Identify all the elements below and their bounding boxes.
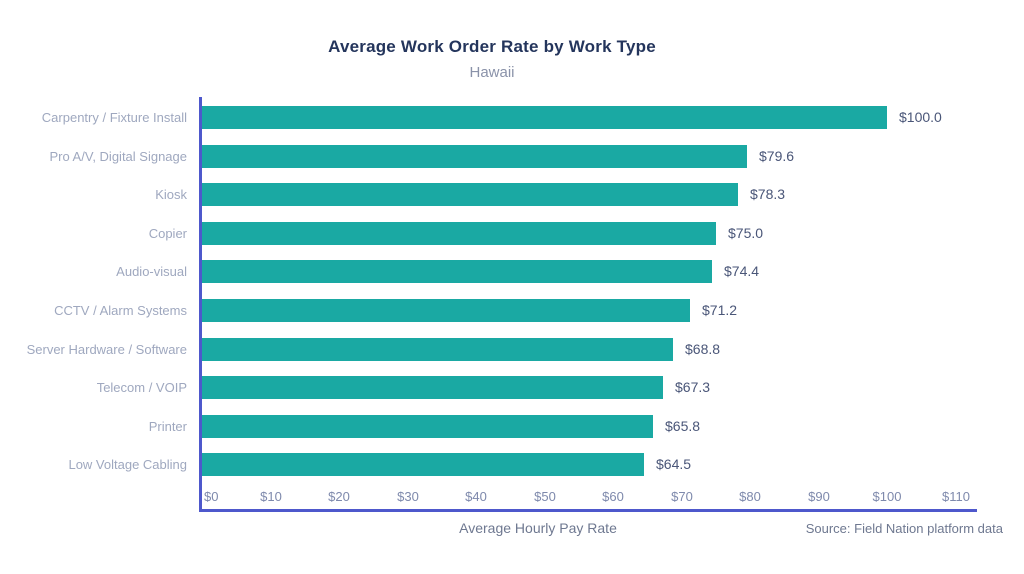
value-label: $64.5 xyxy=(656,456,692,472)
x-tick-label: $80 xyxy=(739,489,761,504)
x-tick-label: $110 xyxy=(942,489,970,504)
chart-header: Average Work Order Rate by Work Type Haw… xyxy=(0,37,984,81)
value-label: $68.8 xyxy=(685,341,721,357)
value-label: $79.6 xyxy=(759,148,795,164)
value-label: $100.0 xyxy=(899,109,942,125)
category-label: Low Voltage Cabling xyxy=(68,457,187,472)
plot-box: $100.0 $79.6 $78.3 $75.0 $74.4 $71.2 $68.8 $67.… xyxy=(199,97,977,512)
category-label: Server Hardware / Software xyxy=(26,342,187,357)
bar-9 xyxy=(202,415,653,438)
chart-title: Average Work Order Rate by Work Type xyxy=(328,37,656,56)
x-tick-label: $70 xyxy=(671,489,693,504)
bar-8 xyxy=(202,376,663,399)
value-label: $75.0 xyxy=(728,225,764,241)
value-label: $74.4 xyxy=(724,263,760,279)
category-label: Printer xyxy=(148,419,187,434)
x-tick-label: $0 xyxy=(204,489,219,504)
value-label: $78.3 xyxy=(750,186,786,202)
chart-subtitle: Hawaii xyxy=(469,64,515,81)
category-label: Pro A/V, Digital Signage xyxy=(49,149,187,164)
category-label: Kiosk xyxy=(155,187,187,202)
x-tick-label: $30 xyxy=(397,489,419,504)
bar-1 xyxy=(202,106,887,129)
value-label: $65.8 xyxy=(665,418,701,434)
bar-5 xyxy=(202,260,712,283)
x-tick-label: $40 xyxy=(465,489,487,504)
x-tick-label: $60 xyxy=(602,489,624,504)
x-tick-label: $50 xyxy=(534,489,556,504)
category-label: Audio-visual xyxy=(116,264,187,279)
category-label: Telecom / VOIP xyxy=(96,380,187,395)
bar-4 xyxy=(202,222,716,245)
bar-3 xyxy=(202,183,738,206)
category-label: CCTV / Alarm Systems xyxy=(54,303,187,318)
bar-6 xyxy=(202,299,690,322)
bar-10 xyxy=(202,453,644,476)
x-tick-label: $10 xyxy=(260,489,282,504)
x-axis-label: Average Hourly Pay Rate xyxy=(459,520,617,536)
category-label: Carpentry / Fixture Install xyxy=(41,110,187,125)
x-tick-label: $90 xyxy=(808,489,830,504)
plot-area: $100.0 $79.6 $78.3 $75.0 $74.4 $71.2 $68.8 $67.… xyxy=(202,97,977,509)
value-label: $71.2 xyxy=(702,302,738,318)
source-note: Source: Field Nation platform data xyxy=(805,521,1003,536)
bar-7 xyxy=(202,338,673,361)
category-label: Copier xyxy=(148,226,187,241)
x-tick-label: $20 xyxy=(328,489,350,504)
value-label: $67.3 xyxy=(675,379,711,395)
x-tick-label: $100 xyxy=(872,489,902,504)
bar-2 xyxy=(202,145,747,168)
